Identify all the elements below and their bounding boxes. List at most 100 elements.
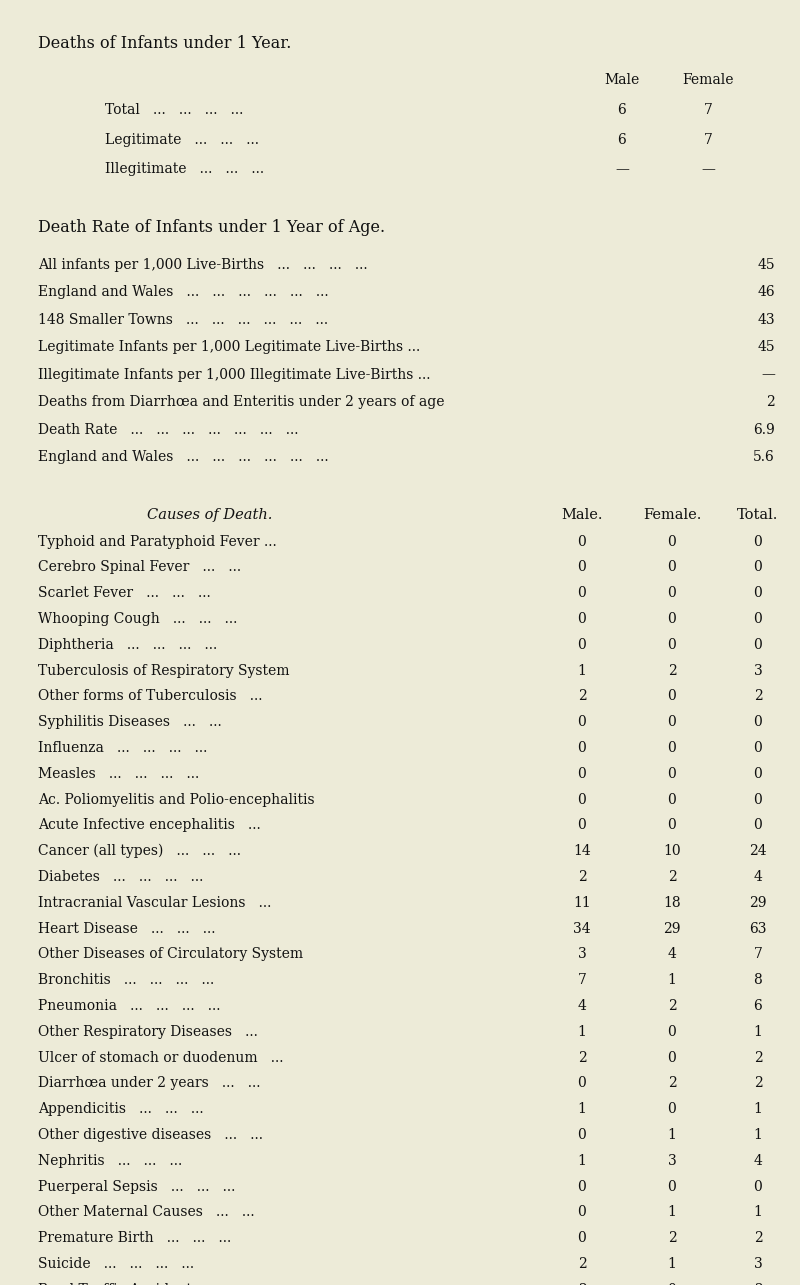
Text: 45: 45 <box>758 341 775 353</box>
Text: 63: 63 <box>750 921 766 935</box>
Text: Deaths from Diarrhœa and Enteritis under 2 years of age: Deaths from Diarrhœa and Enteritis under… <box>38 394 445 409</box>
Text: 4: 4 <box>754 1154 762 1168</box>
Text: 0: 0 <box>578 1205 586 1219</box>
Text: 2: 2 <box>754 1231 762 1245</box>
Text: 0: 0 <box>754 793 762 807</box>
Text: 7: 7 <box>754 947 762 961</box>
Text: Influenza   ...   ...   ...   ...: Influenza ... ... ... ... <box>38 741 207 754</box>
Text: 29: 29 <box>750 896 766 910</box>
Text: 29: 29 <box>663 921 681 935</box>
Text: Causes of Death.: Causes of Death. <box>147 508 273 522</box>
Text: Legitimate   ...   ...   ...: Legitimate ... ... ... <box>105 132 259 146</box>
Text: 0: 0 <box>668 767 676 781</box>
Text: 4: 4 <box>578 998 586 1013</box>
Text: 3: 3 <box>754 663 762 677</box>
Text: 0: 0 <box>578 767 586 781</box>
Text: England and Wales   ...   ...   ...   ...   ...   ...: England and Wales ... ... ... ... ... ..… <box>38 285 329 299</box>
Text: Road Traffic Accidents   ...   ...: Road Traffic Accidents ... ... <box>38 1282 250 1285</box>
Text: Diabetes   ...   ...   ...   ...: Diabetes ... ... ... ... <box>38 870 203 884</box>
Text: Appendicitis   ...   ...   ...: Appendicitis ... ... ... <box>38 1103 204 1117</box>
Text: 0: 0 <box>668 1180 676 1194</box>
Text: 2: 2 <box>578 1282 586 1285</box>
Text: 0: 0 <box>578 741 586 754</box>
Text: 5.6: 5.6 <box>754 450 775 464</box>
Text: —: — <box>701 162 715 176</box>
Text: 1: 1 <box>578 1024 586 1038</box>
Text: Whooping Cough   ...   ...   ...: Whooping Cough ... ... ... <box>38 612 238 626</box>
Text: 8: 8 <box>754 973 762 987</box>
Text: Cancer (all types)   ...   ...   ...: Cancer (all types) ... ... ... <box>38 844 241 858</box>
Text: 45: 45 <box>758 257 775 271</box>
Text: Other forms of Tuberculosis   ...: Other forms of Tuberculosis ... <box>38 689 262 703</box>
Text: 1: 1 <box>667 1128 677 1142</box>
Text: Other Respiratory Diseases   ...: Other Respiratory Diseases ... <box>38 1024 258 1038</box>
Text: Measles   ...   ...   ...   ...: Measles ... ... ... ... <box>38 767 199 781</box>
Text: 0: 0 <box>578 1180 586 1194</box>
Text: 1: 1 <box>754 1024 762 1038</box>
Text: Syphilitis Diseases   ...   ...: Syphilitis Diseases ... ... <box>38 714 222 729</box>
Text: Female.: Female. <box>643 508 701 522</box>
Text: 0: 0 <box>578 1231 586 1245</box>
Text: 0: 0 <box>578 560 586 574</box>
Text: 3: 3 <box>578 947 586 961</box>
Text: Ac. Poliomyelitis and Polio-encephalitis: Ac. Poliomyelitis and Polio-encephalitis <box>38 793 314 807</box>
Text: Legitimate Infants per 1,000 Legitimate Live-Births ...: Legitimate Infants per 1,000 Legitimate … <box>38 341 420 353</box>
Text: Female: Female <box>682 73 734 87</box>
Text: 0: 0 <box>668 612 676 626</box>
Text: 0: 0 <box>668 1103 676 1117</box>
Text: Diphtheria   ...   ...   ...   ...: Diphtheria ... ... ... ... <box>38 637 218 651</box>
Text: 0: 0 <box>754 637 762 651</box>
Text: Cerebro Spinal Fever   ...   ...: Cerebro Spinal Fever ... ... <box>38 560 241 574</box>
Text: 0: 0 <box>668 741 676 754</box>
Text: 0: 0 <box>754 1180 762 1194</box>
Text: England and Wales   ...   ...   ...   ...   ...   ...: England and Wales ... ... ... ... ... ..… <box>38 450 329 464</box>
Text: Other Maternal Causes   ...   ...: Other Maternal Causes ... ... <box>38 1205 254 1219</box>
Text: 18: 18 <box>663 896 681 910</box>
Text: 2: 2 <box>578 1257 586 1271</box>
Text: 2: 2 <box>668 663 676 677</box>
Text: 0: 0 <box>668 637 676 651</box>
Text: Total.: Total. <box>738 508 778 522</box>
Text: Other Diseases of Circulatory System: Other Diseases of Circulatory System <box>38 947 303 961</box>
Text: 2: 2 <box>668 1077 676 1090</box>
Text: Total   ...   ...   ...   ...: Total ... ... ... ... <box>105 103 243 117</box>
Text: 2: 2 <box>754 1051 762 1064</box>
Text: 0: 0 <box>578 1128 586 1142</box>
Text: 0: 0 <box>668 586 676 600</box>
Text: Heart Disease   ...   ...   ...: Heart Disease ... ... ... <box>38 921 215 935</box>
Text: 2: 2 <box>578 870 586 884</box>
Text: Male.: Male. <box>562 508 602 522</box>
Text: Puerperal Sepsis   ...   ...   ...: Puerperal Sepsis ... ... ... <box>38 1180 235 1194</box>
Text: 0: 0 <box>578 586 586 600</box>
Text: Death Rate of Infants under 1 Year of Age.: Death Rate of Infants under 1 Year of Ag… <box>38 220 385 236</box>
Text: 1: 1 <box>667 1205 677 1219</box>
Text: 1: 1 <box>754 1103 762 1117</box>
Text: All infants per 1,000 Live-Births   ...   ...   ...   ...: All infants per 1,000 Live-Births ... ..… <box>38 257 368 271</box>
Text: Death Rate   ...   ...   ...   ...   ...   ...   ...: Death Rate ... ... ... ... ... ... ... <box>38 423 298 437</box>
Text: Intracranial Vascular Lesions   ...: Intracranial Vascular Lesions ... <box>38 896 271 910</box>
Text: 4: 4 <box>667 947 677 961</box>
Text: Ulcer of stomach or duodenum   ...: Ulcer of stomach or duodenum ... <box>38 1051 283 1064</box>
Text: 148 Smaller Towns   ...   ...   ...   ...   ...   ...: 148 Smaller Towns ... ... ... ... ... ..… <box>38 312 328 326</box>
Text: 46: 46 <box>758 285 775 299</box>
Text: 0: 0 <box>754 819 762 833</box>
Text: Other digestive diseases   ...   ...: Other digestive diseases ... ... <box>38 1128 263 1142</box>
Text: 0: 0 <box>754 560 762 574</box>
Text: 1: 1 <box>578 1103 586 1117</box>
Text: 34: 34 <box>573 921 591 935</box>
Text: Bronchitis   ...   ...   ...   ...: Bronchitis ... ... ... ... <box>38 973 214 987</box>
Text: 0: 0 <box>754 535 762 549</box>
Text: Illegitimate Infants per 1,000 Illegitimate Live-Births ...: Illegitimate Infants per 1,000 Illegitim… <box>38 368 430 382</box>
Text: 1: 1 <box>667 1257 677 1271</box>
Text: Nephritis   ...   ...   ...: Nephritis ... ... ... <box>38 1154 182 1168</box>
Text: 6: 6 <box>618 103 626 117</box>
Text: 2: 2 <box>754 1077 762 1090</box>
Text: 1: 1 <box>667 973 677 987</box>
Text: 4: 4 <box>754 870 762 884</box>
Text: Tuberculosis of Respiratory System: Tuberculosis of Respiratory System <box>38 663 290 677</box>
Text: 24: 24 <box>749 844 767 858</box>
Text: 2: 2 <box>578 1051 586 1064</box>
Text: 2: 2 <box>754 1282 762 1285</box>
Text: —: — <box>761 368 775 382</box>
Text: 1: 1 <box>754 1128 762 1142</box>
